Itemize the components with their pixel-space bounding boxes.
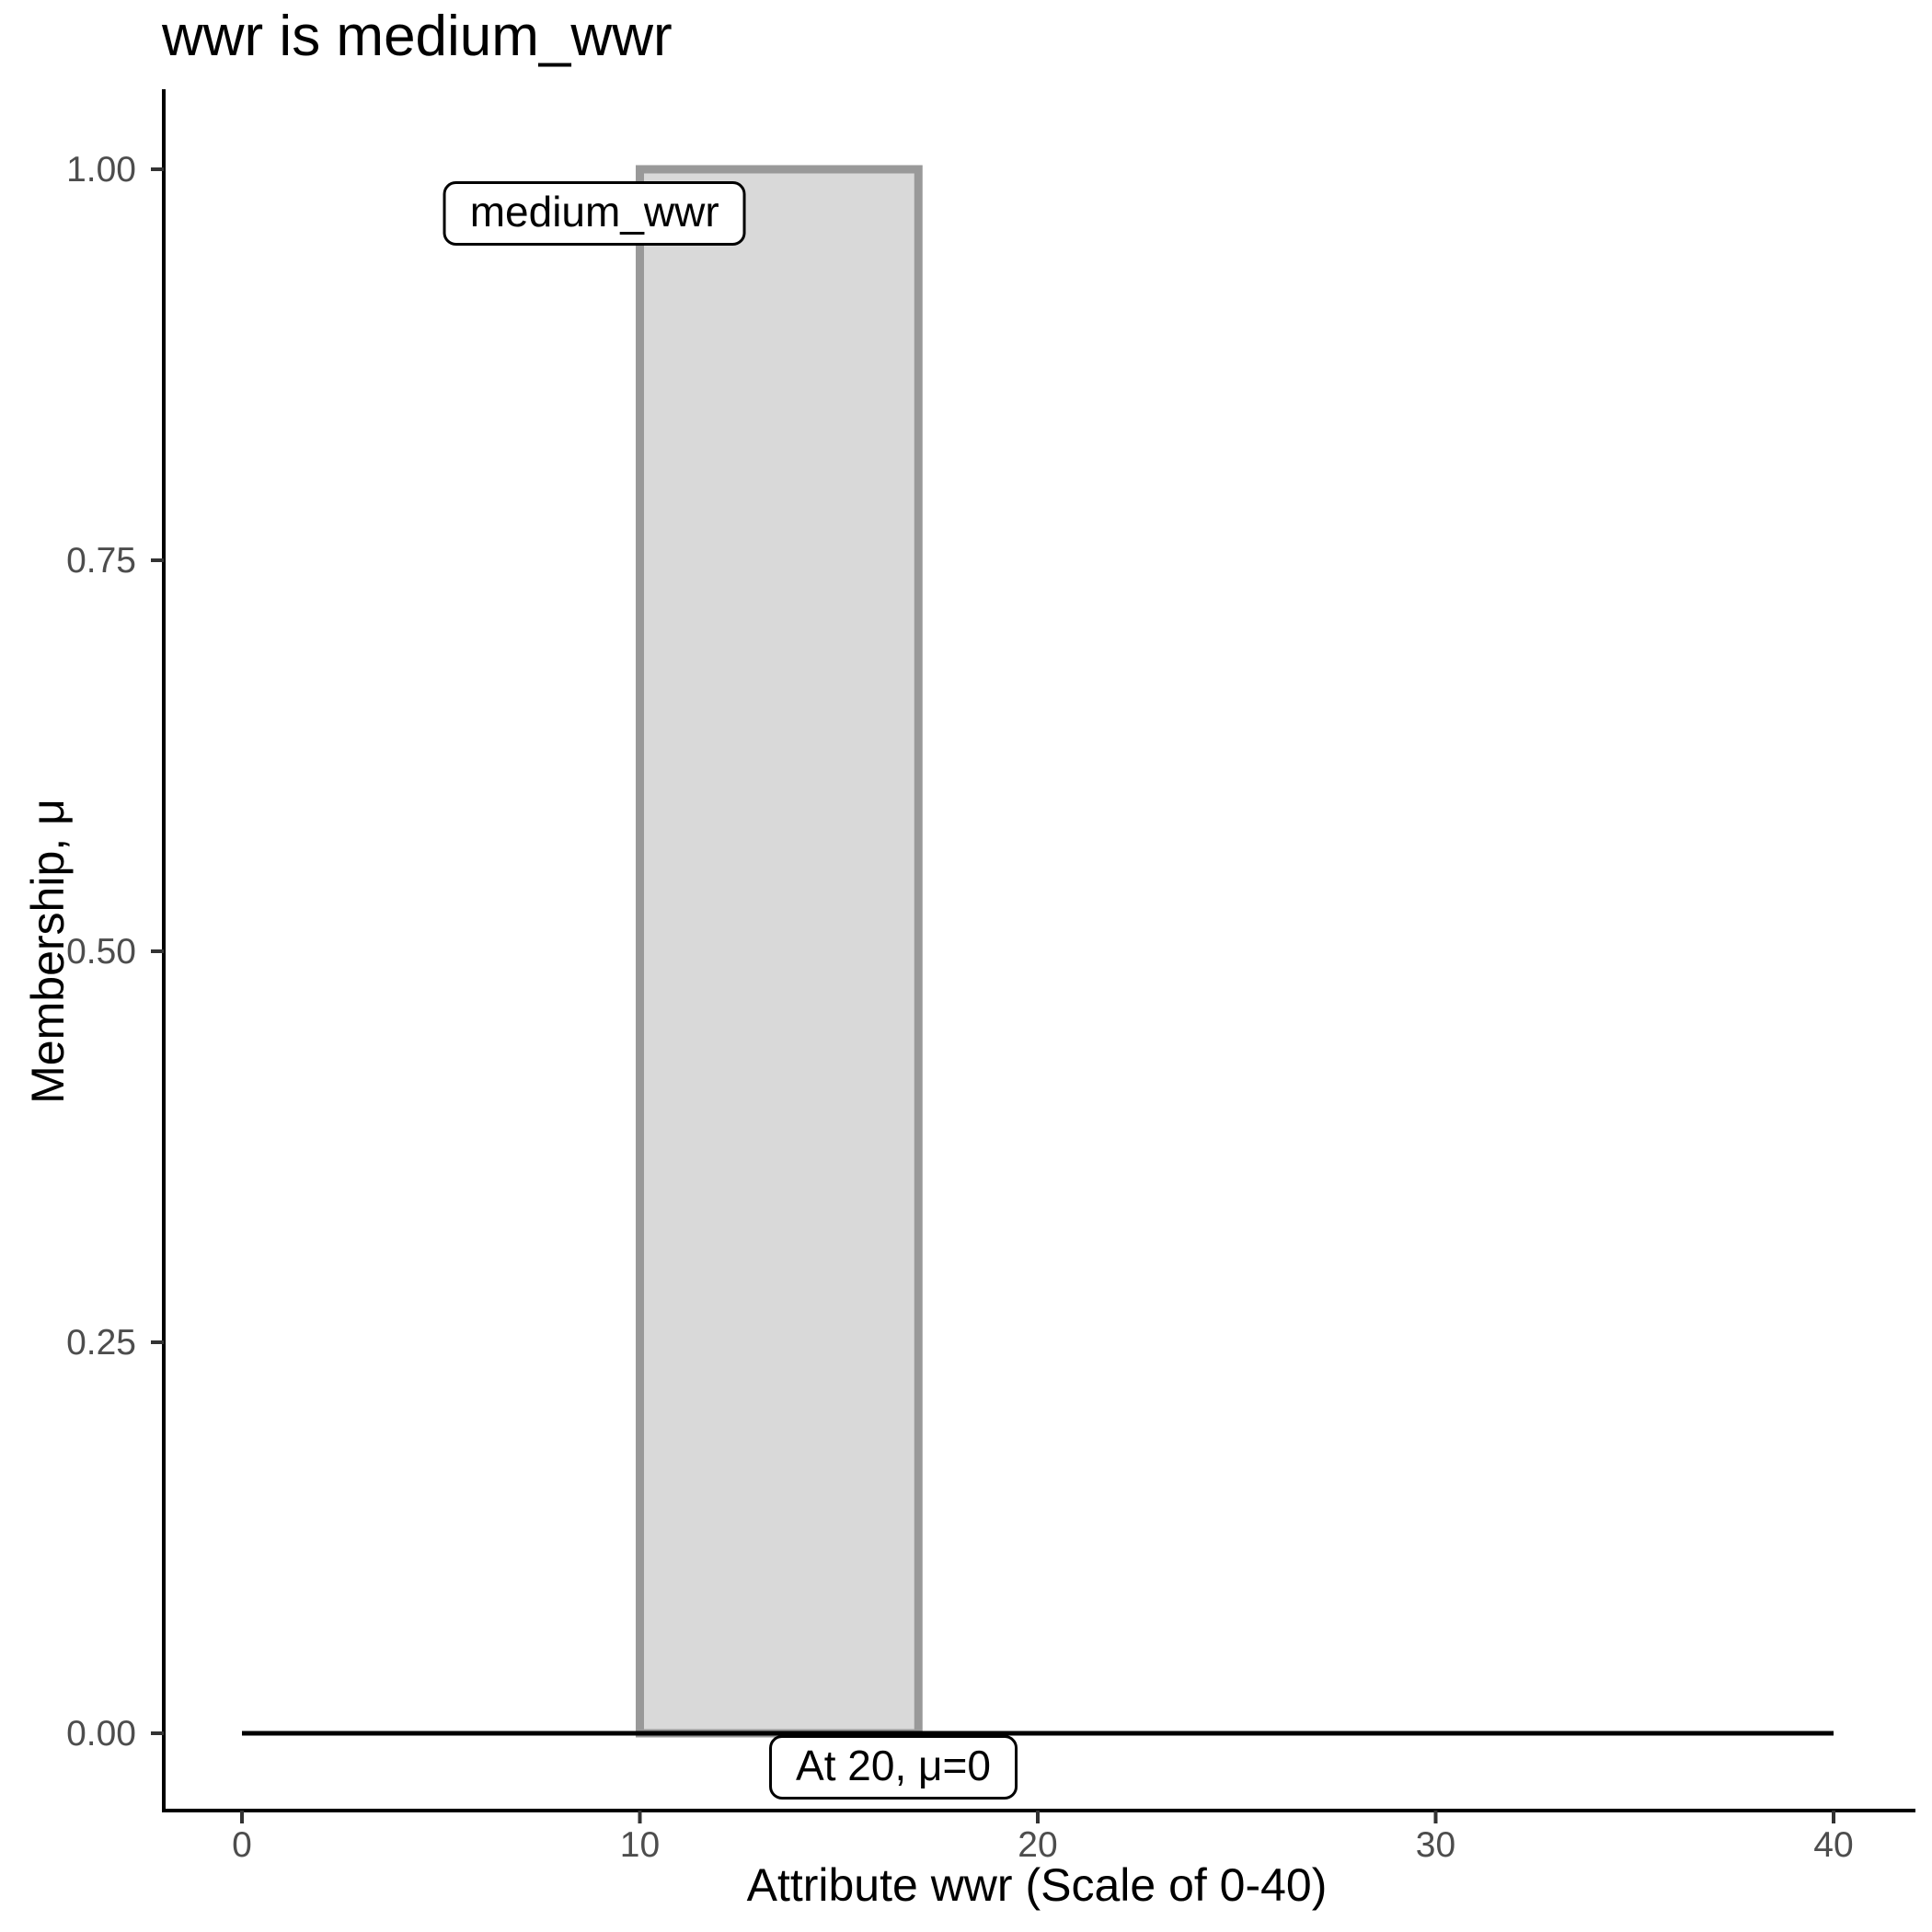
y-tick-label: 0.75 [66, 541, 136, 581]
y-axis-title: Membership, μ [22, 799, 74, 1104]
x-tick-label: 30 [1416, 1825, 1455, 1865]
x-axis-title: Attribute wwr (Scale of 0-40) [746, 1859, 1328, 1911]
set-name-annotation: medium_wwr [443, 180, 746, 246]
membership-value-annotation: At 20, μ=0 [769, 1735, 1018, 1800]
chart-title: wwr is medium_wwr [162, 5, 673, 68]
membership-area-medium_wwr [636, 165, 923, 1738]
x-tick-label: 40 [1813, 1825, 1853, 1865]
y-tick-label: 0.25 [66, 1323, 136, 1363]
x-tick-label: 20 [1018, 1825, 1057, 1865]
y-tick-label: 0.00 [66, 1714, 136, 1754]
y-tick-label: 0.50 [66, 932, 136, 972]
x-tick-label: 10 [620, 1825, 660, 1865]
x-tick-label: 0 [232, 1825, 252, 1865]
y-tick-label: 1.00 [66, 150, 136, 190]
